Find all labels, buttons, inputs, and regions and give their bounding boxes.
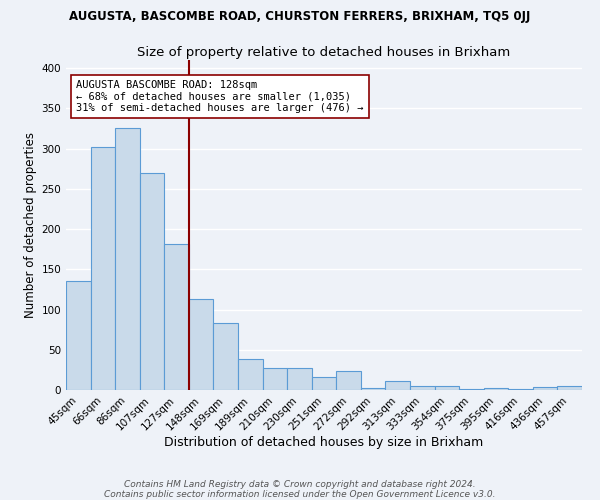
Bar <box>189 299 214 390</box>
Bar <box>434 386 459 390</box>
Bar <box>508 389 533 390</box>
Bar <box>410 386 434 390</box>
Bar <box>312 377 336 390</box>
Bar <box>164 244 189 390</box>
Text: AUGUSTA BASCOMBE ROAD: 128sqm
← 68% of detached houses are smaller (1,035)
31% o: AUGUSTA BASCOMBE ROAD: 128sqm ← 68% of d… <box>76 80 364 113</box>
X-axis label: Distribution of detached houses by size in Brixham: Distribution of detached houses by size … <box>164 436 484 449</box>
Bar <box>238 360 263 390</box>
Text: AUGUSTA, BASCOMBE ROAD, CHURSTON FERRERS, BRIXHAM, TQ5 0JJ: AUGUSTA, BASCOMBE ROAD, CHURSTON FERRERS… <box>70 10 530 23</box>
Bar <box>66 282 91 390</box>
Bar <box>361 388 385 390</box>
Bar <box>115 128 140 390</box>
Title: Size of property relative to detached houses in Brixham: Size of property relative to detached ho… <box>137 46 511 59</box>
Bar <box>263 368 287 390</box>
Bar <box>287 368 312 390</box>
Bar <box>140 172 164 390</box>
Bar <box>91 147 115 390</box>
Bar <box>214 323 238 390</box>
Bar <box>484 388 508 390</box>
Bar <box>533 387 557 390</box>
Y-axis label: Number of detached properties: Number of detached properties <box>24 132 37 318</box>
Bar <box>336 370 361 390</box>
Bar <box>557 386 582 390</box>
Bar <box>385 381 410 390</box>
Text: Contains HM Land Registry data © Crown copyright and database right 2024.
Contai: Contains HM Land Registry data © Crown c… <box>104 480 496 499</box>
Bar <box>459 389 484 390</box>
